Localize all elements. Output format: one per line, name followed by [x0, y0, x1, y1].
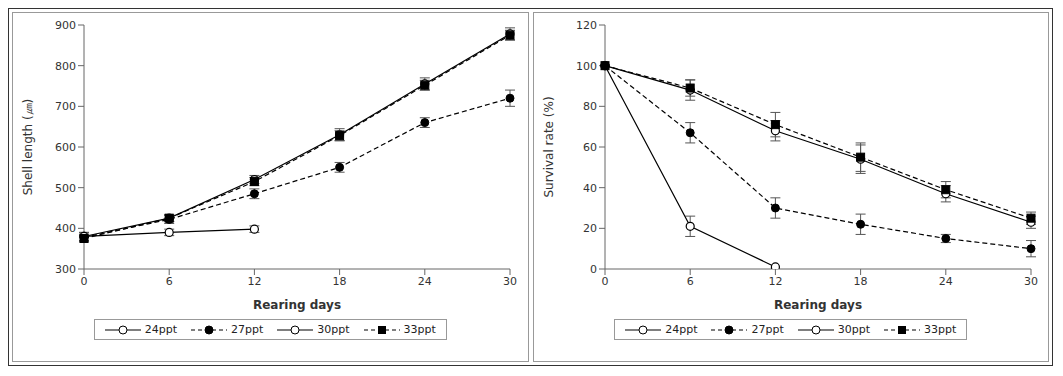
svg-text:40: 40 — [583, 182, 597, 195]
svg-text:30: 30 — [503, 275, 517, 288]
svg-text:400: 400 — [55, 222, 76, 235]
html-text:33ppt: 33ppt — [403, 323, 436, 336]
html-text:33ppt: 33ppt — [924, 323, 957, 336]
svg-text:0: 0 — [601, 275, 608, 288]
svg-text:6: 6 — [166, 275, 173, 288]
svg-text:700: 700 — [55, 100, 76, 113]
svg-text:12: 12 — [248, 275, 262, 288]
svg-text:600: 600 — [55, 141, 76, 154]
svg-text:900: 900 — [55, 19, 76, 32]
svg-text:80: 80 — [583, 100, 597, 113]
svg-text:100: 100 — [576, 60, 597, 73]
svg-text:30: 30 — [1024, 275, 1038, 288]
svg-text:0: 0 — [590, 263, 597, 276]
svg-text:18: 18 — [853, 275, 867, 288]
svg-text:800: 800 — [55, 60, 76, 73]
svg-text:300: 300 — [55, 263, 76, 276]
html-text:24ppt: 24ppt — [665, 323, 698, 336]
html-text:24ppt: 24ppt — [144, 323, 177, 336]
svg-text:Rearing days: Rearing days — [774, 298, 862, 312]
html-text:30ppt: 30ppt — [317, 323, 350, 336]
svg-text:500: 500 — [55, 182, 76, 195]
svg-text:Rearing days: Rearing days — [253, 298, 341, 312]
svg-text:60: 60 — [583, 141, 597, 154]
svg-text:12: 12 — [768, 275, 782, 288]
html-text:27ppt: 27ppt — [751, 323, 784, 336]
svg-text:Shell length (㎛): Shell length (㎛) — [22, 99, 36, 196]
svg-text:24: 24 — [418, 275, 432, 288]
svg-text:24: 24 — [939, 275, 953, 288]
svg-text:20: 20 — [583, 222, 597, 235]
svg-text:0: 0 — [81, 275, 88, 288]
svg-text:18: 18 — [333, 275, 347, 288]
svg-text:120: 120 — [576, 19, 597, 32]
svg-text:Survival rate (%): Survival rate (%) — [542, 96, 556, 197]
html-text:27ppt: 27ppt — [231, 323, 264, 336]
html-text:30ppt: 30ppt — [837, 323, 870, 336]
svg-text:6: 6 — [686, 275, 693, 288]
